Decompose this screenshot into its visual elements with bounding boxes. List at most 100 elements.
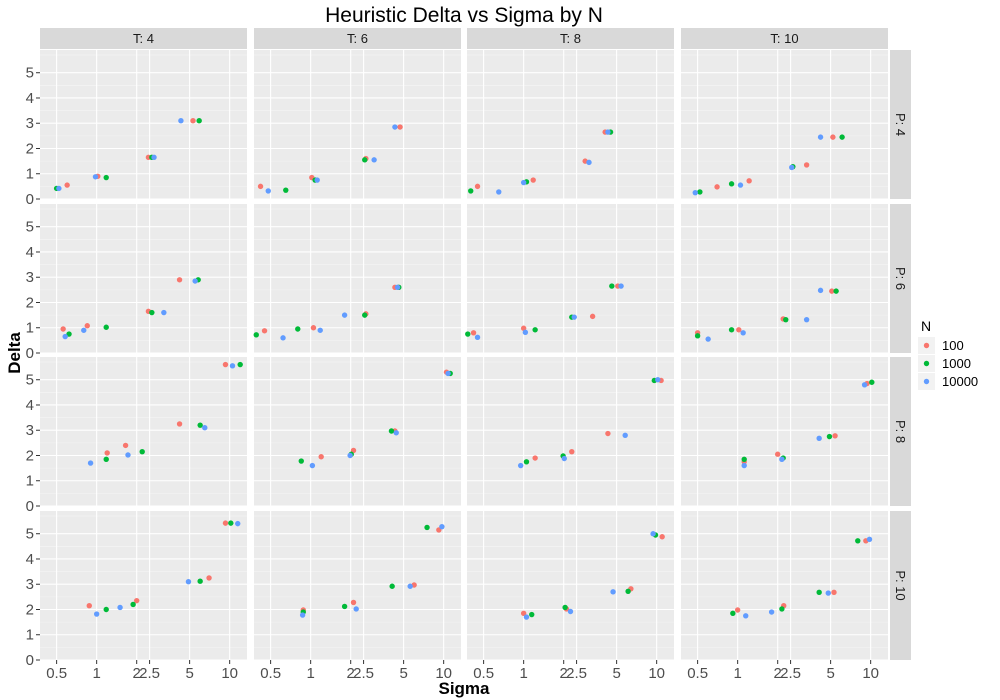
data-point-n1000	[389, 583, 395, 589]
data-point-n10000	[445, 370, 451, 377]
data-point-n1000	[103, 456, 109, 462]
data-point-n10000	[317, 327, 323, 333]
legend-label: 1000	[942, 356, 971, 371]
data-point-n100	[474, 183, 481, 190]
row-strip-label: P: 6	[893, 267, 908, 290]
data-point-n10000	[517, 462, 524, 469]
data-point-n10000	[825, 590, 831, 596]
x-tick-label: 2.5	[780, 665, 801, 682]
x-tick-label: 5	[612, 665, 620, 682]
data-point-n10000	[705, 336, 711, 342]
data-point-n10000	[341, 312, 348, 318]
x-tick-label: 10	[435, 665, 452, 682]
data-point-n1000	[66, 331, 72, 337]
col-strip-label: T: 6	[347, 31, 368, 46]
data-point-n1000	[741, 456, 747, 462]
data-point-n1000	[197, 578, 203, 584]
col-strip-label: T: 8	[560, 31, 581, 46]
data-point-n1000	[562, 604, 568, 611]
data-point-n1000	[283, 187, 289, 193]
legend-title: N	[921, 318, 931, 334]
data-point-n10000	[235, 520, 241, 527]
x-tick-label: 0.5	[473, 665, 494, 682]
data-point-n100	[133, 597, 140, 604]
data-point-n10000	[125, 452, 131, 458]
x-tick-label: 2	[774, 665, 782, 682]
data-point-n1000	[196, 118, 202, 124]
data-point-n1000	[197, 422, 203, 428]
data-point-n10000	[571, 314, 577, 320]
data-point-n1000	[855, 538, 861, 544]
col-strip-label: T: 10	[770, 31, 798, 46]
facet-panel	[40, 357, 247, 507]
y-tick-label: 5	[26, 372, 34, 389]
data-point-n1000	[139, 449, 145, 455]
panels-layer: T: 4 T: 6 T: 8 T: 10 P: 4 P: 6 P: 8 P: 10 0 1 2 3 4 5…	[26, 28, 911, 682]
data-point-n10000	[655, 377, 661, 383]
data-point-n10000	[789, 164, 795, 171]
data-point-n100	[746, 178, 752, 184]
data-point-n1000	[388, 428, 395, 434]
data-point-n100	[714, 184, 720, 190]
facet-panel	[467, 50, 674, 200]
data-point-n10000	[622, 432, 628, 438]
data-point-n10000	[178, 118, 184, 124]
data-point-n10000	[280, 335, 286, 341]
data-point-n100	[310, 325, 317, 331]
data-point-n1000	[779, 606, 785, 612]
data-point-n1000	[298, 458, 304, 464]
data-point-n10000	[347, 452, 353, 459]
data-point-n100	[64, 182, 70, 188]
data-point-n10000	[740, 330, 746, 336]
facet-panel	[40, 511, 247, 661]
y-tick-label: 2	[26, 601, 34, 618]
y-tick-label: 1	[26, 473, 34, 490]
x-tick-label: 10	[221, 665, 238, 682]
data-point-n10000	[586, 159, 592, 166]
data-point-n10000	[741, 462, 747, 469]
col-strip	[467, 28, 674, 49]
data-point-n1000	[529, 611, 535, 618]
data-point-n10000	[610, 589, 616, 595]
data-point-n10000	[737, 182, 744, 188]
y-tick-label: 0	[26, 191, 34, 208]
data-point-n10000	[567, 608, 574, 615]
facet-panel	[681, 50, 888, 200]
data-point-n1000	[826, 433, 833, 440]
y-tick-label: 4	[26, 90, 34, 107]
facet-panel	[254, 357, 461, 507]
facet-panel	[681, 511, 888, 661]
data-point-n1000	[532, 327, 538, 333]
x-tick-label: 2.5	[566, 665, 587, 682]
data-point-n1000	[149, 309, 155, 316]
data-point-n1000	[465, 331, 471, 337]
data-point-n1000	[523, 459, 530, 465]
data-point-n100	[122, 442, 129, 449]
data-point-n100	[60, 326, 66, 332]
data-point-n100	[190, 118, 196, 124]
x-tick-label: 1	[733, 665, 741, 682]
col-strip	[254, 28, 461, 49]
y-tick-label: 3	[26, 576, 34, 593]
legend-marker	[923, 360, 930, 367]
data-point-n100	[569, 449, 575, 455]
data-point-n10000	[407, 583, 413, 589]
y-tick-label: 3	[26, 422, 34, 439]
row-strip-label: P: 10	[893, 570, 908, 600]
data-point-n100	[84, 323, 90, 329]
data-point-n100	[532, 455, 538, 461]
data-point-n1000	[869, 379, 875, 385]
data-point-n10000	[161, 309, 167, 316]
data-point-n100	[176, 421, 183, 427]
data-point-n1000	[362, 312, 368, 318]
data-point-n100	[104, 450, 110, 456]
y-tick-label: 2	[26, 294, 34, 311]
data-point-n100	[257, 183, 264, 190]
data-point-n100	[830, 134, 836, 140]
data-point-n100	[605, 430, 611, 437]
data-point-n10000	[523, 614, 530, 620]
facet-panel	[40, 204, 247, 354]
data-point-n10000	[768, 609, 775, 615]
data-point-n100	[397, 124, 403, 130]
y-tick-label: 0	[26, 345, 34, 362]
